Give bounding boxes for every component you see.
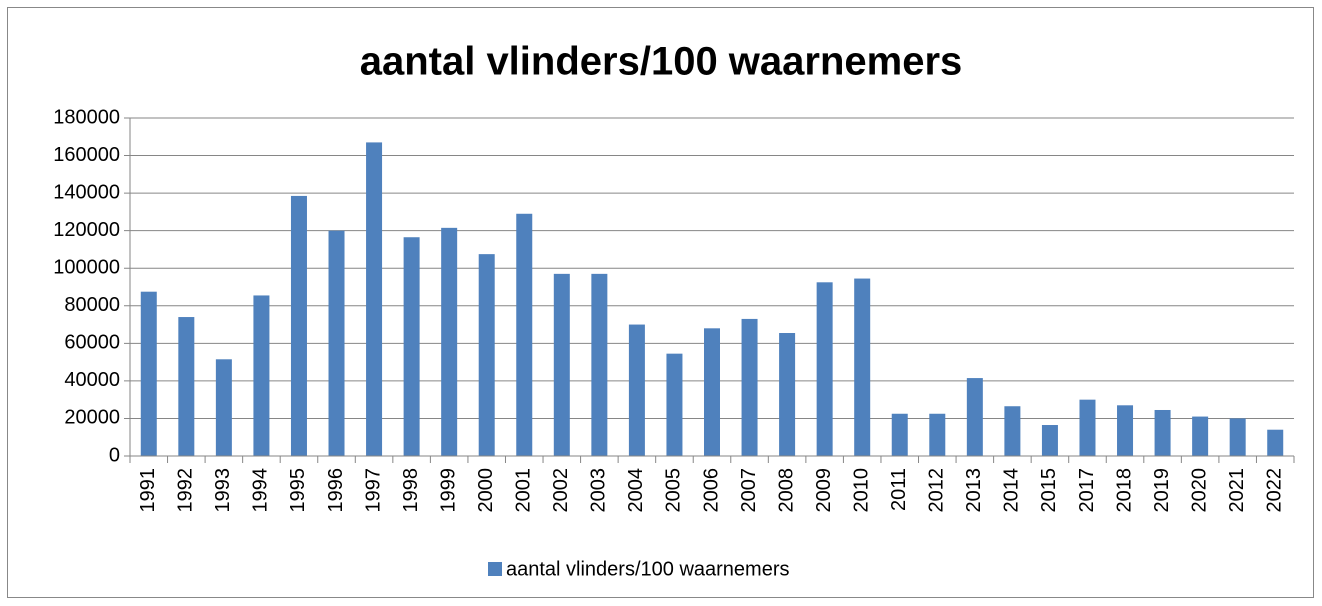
bar xyxy=(591,273,608,456)
x-tick-label: 1992 xyxy=(175,468,197,513)
x-tick-label: 2021 xyxy=(1226,468,1248,513)
x-tick-label: 2012 xyxy=(926,468,948,513)
bar xyxy=(666,353,683,456)
x-tick-label: 2022 xyxy=(1264,468,1286,513)
bar xyxy=(1192,416,1209,456)
x-tick-label: 2020 xyxy=(1188,468,1210,513)
bar xyxy=(929,413,946,456)
y-tick-label: 80000 xyxy=(64,294,120,316)
y-tick-label: 0 xyxy=(109,444,120,466)
y-tick-label: 20000 xyxy=(64,407,120,429)
bar xyxy=(403,237,420,456)
bar xyxy=(1004,406,1021,456)
x-tick-label: 2010 xyxy=(850,468,872,513)
bar xyxy=(290,195,307,456)
x-tick-label: 1994 xyxy=(250,468,272,513)
x-tick-label: 1997 xyxy=(362,468,384,513)
bar xyxy=(253,295,270,456)
x-tick-label: 2015 xyxy=(1038,468,1060,513)
bar xyxy=(1267,429,1284,456)
legend-swatch xyxy=(488,562,502,576)
chart-border xyxy=(7,7,1314,598)
bar xyxy=(366,142,383,456)
bar xyxy=(516,213,533,456)
x-tick-label: 2002 xyxy=(550,468,572,513)
x-tick-label: 1995 xyxy=(287,468,309,513)
bar xyxy=(553,273,570,456)
x-tick-label: 1991 xyxy=(137,468,159,513)
y-tick-label: 60000 xyxy=(64,332,120,354)
x-tick-label: 2005 xyxy=(663,468,685,513)
x-tick-label: 2000 xyxy=(475,468,497,512)
y-tick-label: 100000 xyxy=(53,257,120,279)
bar xyxy=(1079,399,1096,456)
y-tick-label: 160000 xyxy=(53,144,120,166)
x-tick-label: 2003 xyxy=(588,468,610,513)
bar xyxy=(1229,418,1246,456)
y-tick-label: 180000 xyxy=(53,106,120,128)
legend-label: aantal vlinders/100 waarnemers xyxy=(506,558,790,580)
x-tick-label: 2017 xyxy=(1076,468,1098,513)
chart-title: aantal vlinders/100 waarnemers xyxy=(360,40,963,84)
x-tick-label: 2004 xyxy=(625,468,647,513)
x-tick-label: 2011 xyxy=(888,468,910,511)
bar xyxy=(328,230,345,456)
bar xyxy=(441,227,458,456)
x-tick-label: 1998 xyxy=(400,468,422,513)
x-tick-label: 2006 xyxy=(700,468,722,513)
x-tick-label: 2014 xyxy=(1001,468,1023,513)
bar xyxy=(1117,405,1134,456)
y-tick-label: 140000 xyxy=(53,181,120,203)
bar xyxy=(966,378,983,456)
bar xyxy=(628,324,645,456)
bar xyxy=(478,254,495,456)
x-tick-label: 1996 xyxy=(325,468,347,513)
x-tick-label: 2007 xyxy=(738,468,760,513)
y-tick-label: 120000 xyxy=(53,219,120,241)
bar xyxy=(741,318,758,456)
bar xyxy=(1154,409,1171,456)
bar xyxy=(178,317,195,456)
bar xyxy=(215,359,232,456)
x-tick-label: 1993 xyxy=(212,468,234,513)
bar xyxy=(704,328,720,456)
x-tick-label: 2009 xyxy=(813,468,835,513)
bar xyxy=(1041,425,1058,456)
bar xyxy=(816,282,833,456)
x-tick-label: 2001 xyxy=(513,468,535,513)
x-tick-label: 1999 xyxy=(437,468,459,513)
x-tick-label: 2018 xyxy=(1113,468,1135,513)
x-tick-label: 2008 xyxy=(775,468,797,513)
bar xyxy=(140,291,157,456)
bar xyxy=(891,413,908,456)
bar xyxy=(854,278,871,456)
x-tick-label: 2013 xyxy=(963,468,985,513)
bar xyxy=(779,333,796,456)
y-tick-label: 40000 xyxy=(64,369,120,391)
x-tick-label: 2019 xyxy=(1151,468,1173,513)
